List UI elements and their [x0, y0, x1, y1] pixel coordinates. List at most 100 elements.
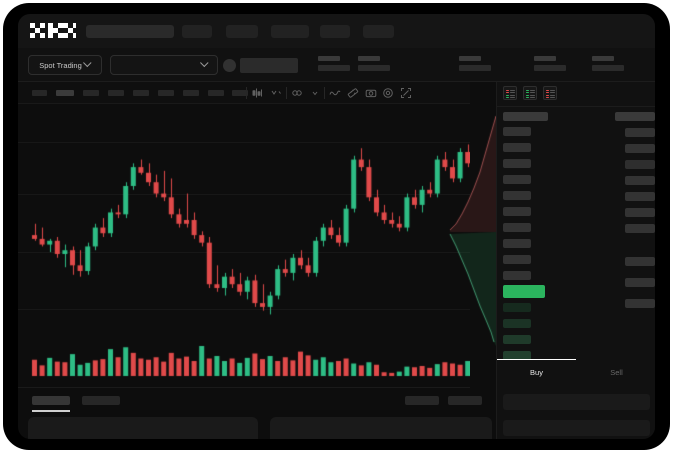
indicator-chevron-icon[interactable] — [309, 87, 321, 99]
coin-avatar — [223, 59, 236, 72]
orderbook-ask-row[interactable] — [503, 143, 531, 152]
timeframe-8[interactable] — [232, 90, 248, 96]
timeframe-7[interactable] — [208, 90, 224, 96]
tab-sell[interactable]: Sell — [610, 367, 623, 377]
market-stat-4 — [592, 56, 624, 71]
orderbook-bid-row[interactable] — [503, 351, 531, 360]
line-chart-icon[interactable] — [329, 87, 341, 99]
orderbook-amount-row — [625, 176, 655, 185]
ruler-icon[interactable] — [347, 87, 359, 99]
market-stat-1 — [358, 56, 390, 71]
orderbook-ask-row[interactable] — [503, 271, 531, 280]
market-stat-3 — [534, 56, 566, 71]
orderbook-amount-row — [625, 224, 655, 233]
stat-value — [534, 65, 566, 71]
chart-type-chevron-icon[interactable] — [270, 87, 282, 99]
stat-label — [459, 56, 481, 61]
timeframe-5[interactable] — [158, 90, 174, 96]
orderbook-ask-row[interactable] — [503, 127, 531, 136]
nav-item-4[interactable] — [320, 25, 350, 38]
nav-item-5[interactable] — [363, 25, 394, 38]
stat-value — [358, 65, 390, 71]
market-subheader: Spot Trading — [18, 48, 655, 82]
indicators-icon[interactable] — [291, 87, 303, 99]
timeframe-6[interactable] — [183, 90, 199, 96]
orderbook-ask-row[interactable] — [503, 159, 531, 168]
tab-open-orders[interactable] — [32, 396, 70, 405]
orderbook-view-modes — [503, 86, 557, 100]
orderbook-ask-row[interactable] — [503, 207, 531, 216]
orderbook-bid-row[interactable] — [503, 303, 531, 312]
timeframe-2[interactable] — [83, 90, 99, 96]
orderbook-ask-row[interactable] — [503, 175, 531, 184]
orderbook-amount-row — [625, 257, 655, 266]
okx-logo-icon[interactable] — [30, 23, 76, 39]
camera-icon[interactable] — [365, 87, 377, 99]
timeframe-3[interactable] — [108, 90, 124, 96]
pair-selector[interactable] — [110, 55, 218, 75]
orderbook-both-icon[interactable] — [503, 86, 517, 100]
order-amount-field[interactable] — [503, 420, 650, 436]
nav-item-3[interactable] — [271, 25, 309, 38]
orderbook-col-header-price — [503, 112, 548, 121]
orderbook-amount-row — [625, 299, 655, 308]
orderbook-amount-row — [625, 144, 655, 153]
candlestick-icon[interactable] — [252, 87, 264, 99]
tab-order-history[interactable] — [82, 396, 120, 405]
timeframe-4[interactable] — [133, 90, 149, 96]
candlestick-canvas[interactable] — [18, 104, 470, 336]
orderbook-buys-icon[interactable] — [523, 86, 537, 100]
orderbook-bid-row[interactable] — [503, 335, 531, 344]
orderbook-amount-row — [625, 160, 655, 169]
timeframe-0[interactable] — [32, 90, 47, 96]
chevron-down-icon — [200, 58, 209, 68]
orderbook-col-header-amount — [615, 112, 655, 121]
stat-value — [318, 65, 350, 71]
timeframe-1[interactable] — [56, 90, 74, 96]
bottom-panel-1[interactable] — [270, 417, 492, 439]
nav-item-2[interactable] — [226, 25, 258, 38]
orderbook-last-price — [503, 285, 545, 298]
orderbook-ask-row[interactable] — [503, 239, 531, 248]
orderbook-panel: Buy Sell — [496, 82, 655, 439]
tab-buy[interactable]: Buy — [497, 359, 576, 385]
order-form-tabs: Buy Sell — [497, 359, 655, 385]
price-chart[interactable] — [18, 104, 470, 387]
chart-toolbar — [18, 82, 470, 104]
orderbook-amount-row — [625, 128, 655, 137]
stat-value — [592, 65, 624, 71]
bottom-panels — [18, 415, 655, 439]
orderbook-amount-row — [625, 208, 655, 217]
orders-action-1[interactable] — [448, 396, 482, 405]
depth-chart-overlay — [438, 114, 496, 346]
stat-value — [459, 65, 491, 71]
bottom-panel-0[interactable] — [28, 417, 258, 439]
app-screen: Spot Trading — [18, 14, 655, 439]
orders-tabbar — [18, 387, 482, 415]
market-stat-0 — [318, 56, 350, 71]
stat-label — [534, 56, 556, 61]
pair-name-label — [240, 58, 298, 73]
stat-label — [592, 56, 614, 61]
fullscreen-icon[interactable] — [400, 87, 412, 99]
market-type-selector[interactable]: Spot Trading — [28, 55, 102, 75]
nav-item-1[interactable] — [182, 25, 212, 38]
orderbook-ask-row[interactable] — [503, 191, 531, 200]
orderbook-amount-row — [625, 278, 655, 287]
chevron-down-icon — [82, 58, 92, 68]
orders-action-0[interactable] — [405, 396, 439, 405]
orderbook-ask-row[interactable] — [503, 255, 531, 264]
stat-label — [358, 56, 380, 61]
volume-canvas[interactable] — [18, 336, 470, 384]
top-navbar — [18, 14, 655, 48]
active-tab-indicator — [32, 410, 70, 412]
nav-search[interactable] — [86, 25, 174, 38]
settings-gear-icon[interactable] — [382, 87, 394, 99]
orderbook-amount-row — [625, 192, 655, 201]
orderbook-ask-row[interactable] — [503, 223, 531, 232]
orderbook-bid-row[interactable] — [503, 319, 531, 328]
order-price-field[interactable] — [503, 394, 650, 410]
market-stat-2 — [459, 56, 491, 71]
orderbook-sells-icon[interactable] — [543, 86, 557, 100]
